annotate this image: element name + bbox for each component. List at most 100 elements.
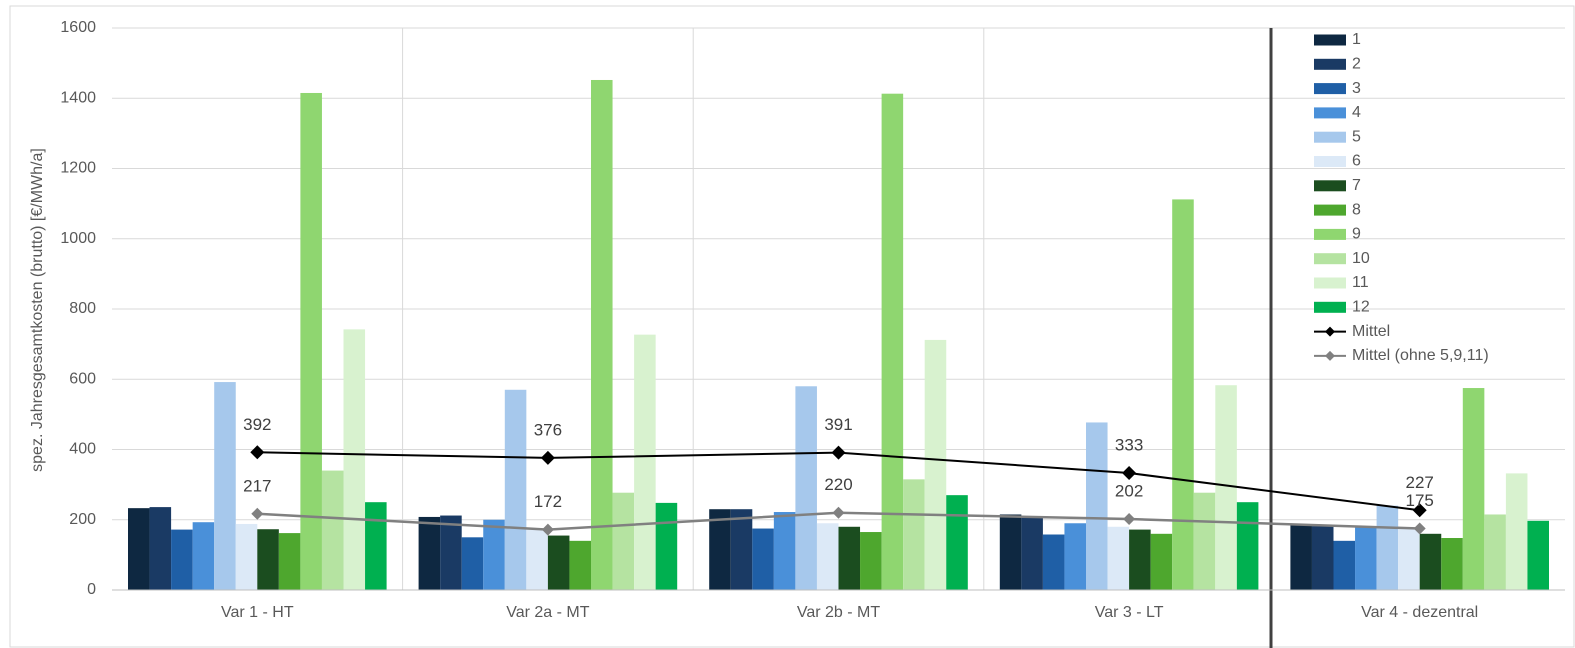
bar [365, 502, 387, 590]
y-tick-label: 200 [69, 511, 96, 528]
bar [1484, 514, 1506, 590]
bar [343, 329, 366, 590]
legend-label: 3 [1352, 80, 1361, 97]
legend-swatch [1314, 253, 1346, 265]
legend-label: 10 [1352, 250, 1370, 267]
bar [1505, 473, 1528, 590]
y-tick-label: 800 [69, 300, 96, 317]
bar [881, 93, 904, 590]
bar [1129, 529, 1151, 590]
legend-label: 12 [1352, 299, 1370, 316]
bar [999, 514, 1022, 590]
bar [278, 533, 301, 590]
line-marker [1412, 503, 1427, 518]
bar [903, 479, 925, 590]
line-marker [251, 507, 264, 520]
line-marker [1122, 466, 1137, 481]
legend-swatch [1314, 277, 1346, 289]
data-label: 172 [534, 492, 562, 511]
bar [1355, 526, 1377, 590]
line-marker [540, 450, 555, 465]
legend-swatch [1314, 58, 1346, 70]
line-marker [250, 445, 265, 460]
bar [128, 508, 150, 590]
legend-label: 8 [1352, 201, 1361, 218]
legend-marker [1325, 350, 1335, 361]
bar [504, 389, 527, 590]
y-tick-label: 1000 [60, 230, 96, 247]
bar [591, 79, 613, 591]
y-axis-label: spez. Jahresgesamtkosten (brutto) [€/MWh… [29, 148, 46, 472]
legend-swatch [1314, 83, 1346, 95]
bar [1527, 520, 1549, 590]
legend-label: 5 [1352, 128, 1361, 145]
line-marker [832, 506, 845, 519]
y-tick-label: 400 [69, 441, 96, 458]
legend-label: 2 [1352, 56, 1361, 73]
bar [1064, 523, 1086, 590]
y-tick-label: 1200 [60, 160, 96, 177]
bar [752, 528, 774, 590]
legend-label: 7 [1352, 177, 1361, 194]
data-label: 227 [1406, 473, 1434, 492]
bar [946, 495, 968, 590]
bar [171, 529, 193, 590]
legend-swatch [1314, 107, 1346, 119]
bar [1150, 533, 1173, 590]
bar [612, 492, 635, 590]
bar [1236, 502, 1259, 590]
x-tick-label: Var 2b - MT [797, 604, 881, 621]
x-tick-label: Var 4 - dezentral [1361, 604, 1478, 621]
bar [1215, 385, 1237, 590]
x-tick-label: Var 2a - MT [506, 604, 590, 621]
bar [795, 386, 817, 590]
bar [773, 512, 796, 590]
bar [321, 470, 344, 590]
bar [655, 502, 678, 590]
bar [461, 537, 484, 590]
legend-swatch [1314, 180, 1346, 192]
bar [1311, 526, 1334, 590]
bar [257, 529, 279, 590]
legend-label: 11 [1352, 274, 1369, 291]
data-label: 392 [243, 415, 271, 434]
bar [1376, 505, 1399, 590]
bar [526, 528, 548, 590]
bar [483, 519, 505, 590]
data-label: 376 [534, 420, 562, 439]
bar [1107, 526, 1130, 590]
legend-swatch [1314, 301, 1346, 313]
bar [730, 509, 753, 590]
legend-swatch [1314, 204, 1346, 216]
legend-label: 9 [1352, 226, 1361, 243]
data-label: 217 [243, 476, 271, 495]
legend-label: 1 [1352, 31, 1361, 48]
legend-label: Mittel [1352, 323, 1390, 340]
bar [924, 339, 947, 590]
line-marker [541, 523, 554, 536]
line-marker [1123, 513, 1136, 526]
bar [192, 522, 215, 590]
bar [214, 382, 236, 590]
line-marker [831, 445, 846, 460]
bar [440, 515, 462, 590]
y-tick-label: 600 [69, 370, 96, 387]
bar [235, 523, 258, 590]
bar [149, 507, 172, 590]
line-marker [1413, 522, 1426, 535]
y-tick-label: 1600 [60, 19, 96, 36]
legend-marker [1325, 326, 1335, 337]
data-label: 175 [1406, 491, 1434, 510]
legend-label: Mittel (ohne 5,9,11) [1352, 347, 1489, 364]
bar [1462, 388, 1485, 590]
legend-swatch [1314, 34, 1346, 46]
bar [1290, 525, 1312, 590]
data-label: 202 [1115, 482, 1143, 501]
bar [1172, 199, 1194, 590]
bar [547, 535, 570, 590]
bar [1441, 538, 1463, 590]
legend-swatch [1314, 131, 1346, 143]
bar [709, 509, 731, 590]
bar [1042, 534, 1065, 590]
data-label: 220 [824, 475, 852, 494]
